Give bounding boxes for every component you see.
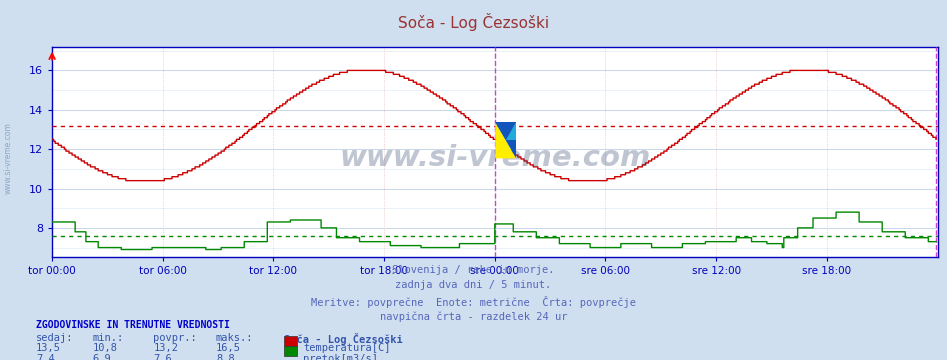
Text: Soča - Log Čezsoški: Soča - Log Čezsoški bbox=[284, 333, 402, 345]
Text: 13,2: 13,2 bbox=[153, 343, 178, 354]
Text: Meritve: povprečne  Enote: metrične  Črta: povprečje: Meritve: povprečne Enote: metrične Črta:… bbox=[311, 296, 636, 307]
Text: 7,6: 7,6 bbox=[153, 354, 172, 360]
Text: 7,4: 7,4 bbox=[36, 354, 55, 360]
Text: ZGODOVINSKE IN TRENUTNE VREDNOSTI: ZGODOVINSKE IN TRENUTNE VREDNOSTI bbox=[36, 320, 230, 330]
Text: min.:: min.: bbox=[93, 333, 124, 343]
Text: Soča - Log Čezsoški: Soča - Log Čezsoški bbox=[398, 13, 549, 31]
Text: Slovenija / reke in morje.: Slovenija / reke in morje. bbox=[392, 265, 555, 275]
Text: 13,5: 13,5 bbox=[36, 343, 61, 354]
Text: 6,9: 6,9 bbox=[93, 354, 112, 360]
Text: www.si-vreme.com: www.si-vreme.com bbox=[339, 144, 651, 172]
Text: temperatura[C]: temperatura[C] bbox=[303, 343, 390, 354]
Text: 16,5: 16,5 bbox=[216, 343, 241, 354]
Text: zadnja dva dni / 5 minut.: zadnja dva dni / 5 minut. bbox=[396, 280, 551, 290]
Text: maks.:: maks.: bbox=[216, 333, 254, 343]
Text: 10,8: 10,8 bbox=[93, 343, 117, 354]
Text: povpr.:: povpr.: bbox=[153, 333, 197, 343]
Text: 8,8: 8,8 bbox=[216, 354, 235, 360]
Text: www.si-vreme.com: www.si-vreme.com bbox=[4, 122, 13, 194]
Text: pretok[m3/s]: pretok[m3/s] bbox=[303, 354, 378, 360]
Text: navpična črta - razdelek 24 ur: navpična črta - razdelek 24 ur bbox=[380, 311, 567, 321]
Text: sedaj:: sedaj: bbox=[36, 333, 74, 343]
